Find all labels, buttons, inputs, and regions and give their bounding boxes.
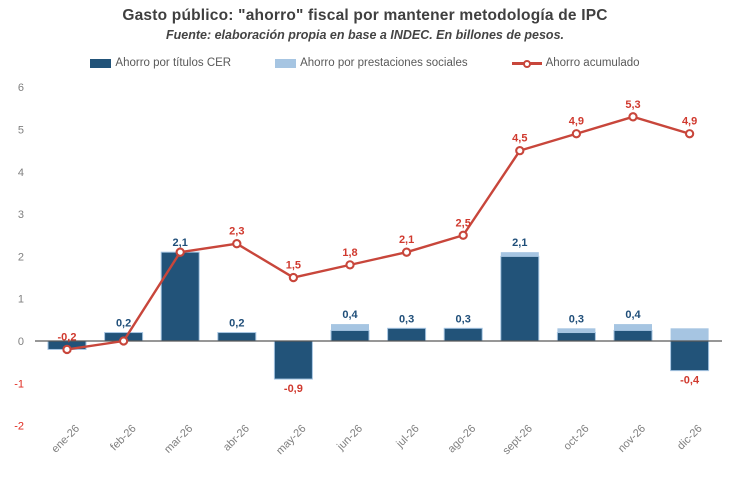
y-tick--2: -2 xyxy=(14,421,24,433)
x-label-jul-26: jul-26 xyxy=(394,423,422,451)
bar-segment-dic-26-social xyxy=(670,328,709,341)
bar-segment-may-26-cer xyxy=(273,340,313,380)
chart-title: Gasto público: "ahorro" fiscal por mante… xyxy=(122,7,608,24)
line-label-dic-26: 4,9 xyxy=(682,116,697,128)
bar-label-jun-26: 0,4 xyxy=(342,309,358,321)
line-point-ago-26 xyxy=(458,230,468,240)
legend-item-titulos-cer: Ahorro por títulos CER xyxy=(90,57,231,69)
bar-segment-jul-26-cer xyxy=(387,327,427,342)
line-point-may-26 xyxy=(288,272,299,283)
y-tick-3: 3 xyxy=(18,209,24,221)
line-point-jul-26 xyxy=(401,247,412,257)
line-label-ene-26: -0,2 xyxy=(58,331,77,343)
bar-segment-jun-26-cer xyxy=(330,329,370,342)
legend-item-acumulado: Ahorro acumulado xyxy=(511,57,640,69)
legend-item-prestaciones: Ahorro por prestaciones sociales xyxy=(275,57,468,69)
x-label-abr-26: abr-26 xyxy=(221,423,252,454)
x-label-sept-26: sept-26 xyxy=(500,423,534,457)
legend-label-prestaciones: Ahorro por prestaciones sociales xyxy=(300,57,468,69)
x-label-jun-26: jun-26 xyxy=(334,423,365,454)
x-label-mar-26: mar-26 xyxy=(162,423,195,456)
legend-label-titulos-cer: Ahorro por títulos CER xyxy=(115,57,232,69)
y-tick-1: 1 xyxy=(18,294,24,306)
line-point-ene-26 xyxy=(62,344,72,355)
line-label-may-26: 1,5 xyxy=(286,260,301,272)
line-label-jul-26: 2,1 xyxy=(399,234,414,246)
y-tick--1: -1 xyxy=(14,378,24,390)
bar-label-mar-26: 2,1 xyxy=(173,237,188,249)
x-label-oct-26: oct-26 xyxy=(561,423,591,453)
legend-label-acumulado: Ahorro acumulado xyxy=(545,57,640,69)
line-label-jun-26: 1,8 xyxy=(342,247,357,259)
light-blue-swatch-icon xyxy=(275,58,297,68)
line-point-feb-26 xyxy=(118,336,129,346)
red-line-marker-icon xyxy=(511,59,542,68)
line-point-abr-26 xyxy=(232,239,242,249)
x-label-nov-26: nov-26 xyxy=(616,423,648,455)
x-label-dic-26: dic-26 xyxy=(675,423,705,453)
bar-segment-nov-26-cer xyxy=(613,329,653,342)
x-label-feb-26: feb-26 xyxy=(108,423,139,454)
bar-segment-jun-26-social xyxy=(331,324,369,331)
y-tick-4: 4 xyxy=(18,167,24,179)
line-point-dic-26 xyxy=(684,129,695,139)
bar-label-may-26: -0,9 xyxy=(284,383,303,395)
bar-segment-sept-26-cer xyxy=(500,255,540,342)
bar-segment-ago-26-cer xyxy=(443,327,483,342)
bar-label-sept-26: 2,1 xyxy=(512,237,527,249)
line-point-jun-26 xyxy=(345,260,355,270)
x-label-ene-26: ene-26 xyxy=(49,423,82,456)
bar-label-dic-26: -0,4 xyxy=(680,375,700,387)
y-tick-2: 2 xyxy=(18,251,24,263)
line-point-sept-26 xyxy=(515,146,525,156)
bar-label-nov-26: 0,4 xyxy=(625,309,641,321)
line-point-nov-26 xyxy=(628,112,638,122)
line-label-ago-26: 2,5 xyxy=(456,217,471,229)
dark-blue-swatch-icon xyxy=(90,58,112,68)
bar-label-abr-26: 0,2 xyxy=(229,318,244,330)
bar-segment-oct-26-cer xyxy=(556,332,596,342)
bar-segment-dic-26-cer xyxy=(670,340,710,372)
x-label-may-26: may-26 xyxy=(274,423,308,457)
y-tick-6: 6 xyxy=(18,82,24,94)
line-label-sept-26: 4,5 xyxy=(512,133,527,145)
y-tick-5: 5 xyxy=(18,125,24,137)
bar-segment-nov-26-social xyxy=(614,324,652,331)
chart-subtitle: Fuente: elaboración propia en base a IND… xyxy=(165,28,564,42)
bar-segment-oct-26-social xyxy=(557,328,596,333)
accumulated-line xyxy=(65,115,691,351)
legend: Ahorro por títulos CER Ahorro por presta… xyxy=(0,57,730,69)
bar-segment-abr-26-cer xyxy=(217,332,257,342)
y-tick-0: 0 xyxy=(18,336,24,348)
bar-label-feb-26: 0,2 xyxy=(116,318,131,330)
bar-label-oct-26: 0,3 xyxy=(569,313,584,325)
plot-area: 0,2 2,1 0,2 -0,9 0,4 0,3 0,3 2,1 0,3 0,4 -0,4 6 5 4 3 2… xyxy=(14,82,722,457)
bar-segment-mar-26-cer xyxy=(160,251,200,342)
x-label-ago-26: ago-26 xyxy=(446,423,479,456)
line-label-nov-26: 5,3 xyxy=(625,99,640,111)
bar-label-jul-26: 0,3 xyxy=(399,313,414,325)
bar-segment-sept-26-social xyxy=(500,252,539,257)
line-point-mar-26 xyxy=(175,247,185,257)
line-label-abr-26: 2,3 xyxy=(229,226,244,238)
line-label-oct-26: 4,9 xyxy=(569,116,584,128)
line-point-oct-26 xyxy=(571,129,582,139)
bar-label-ago-26: 0,3 xyxy=(456,313,471,325)
